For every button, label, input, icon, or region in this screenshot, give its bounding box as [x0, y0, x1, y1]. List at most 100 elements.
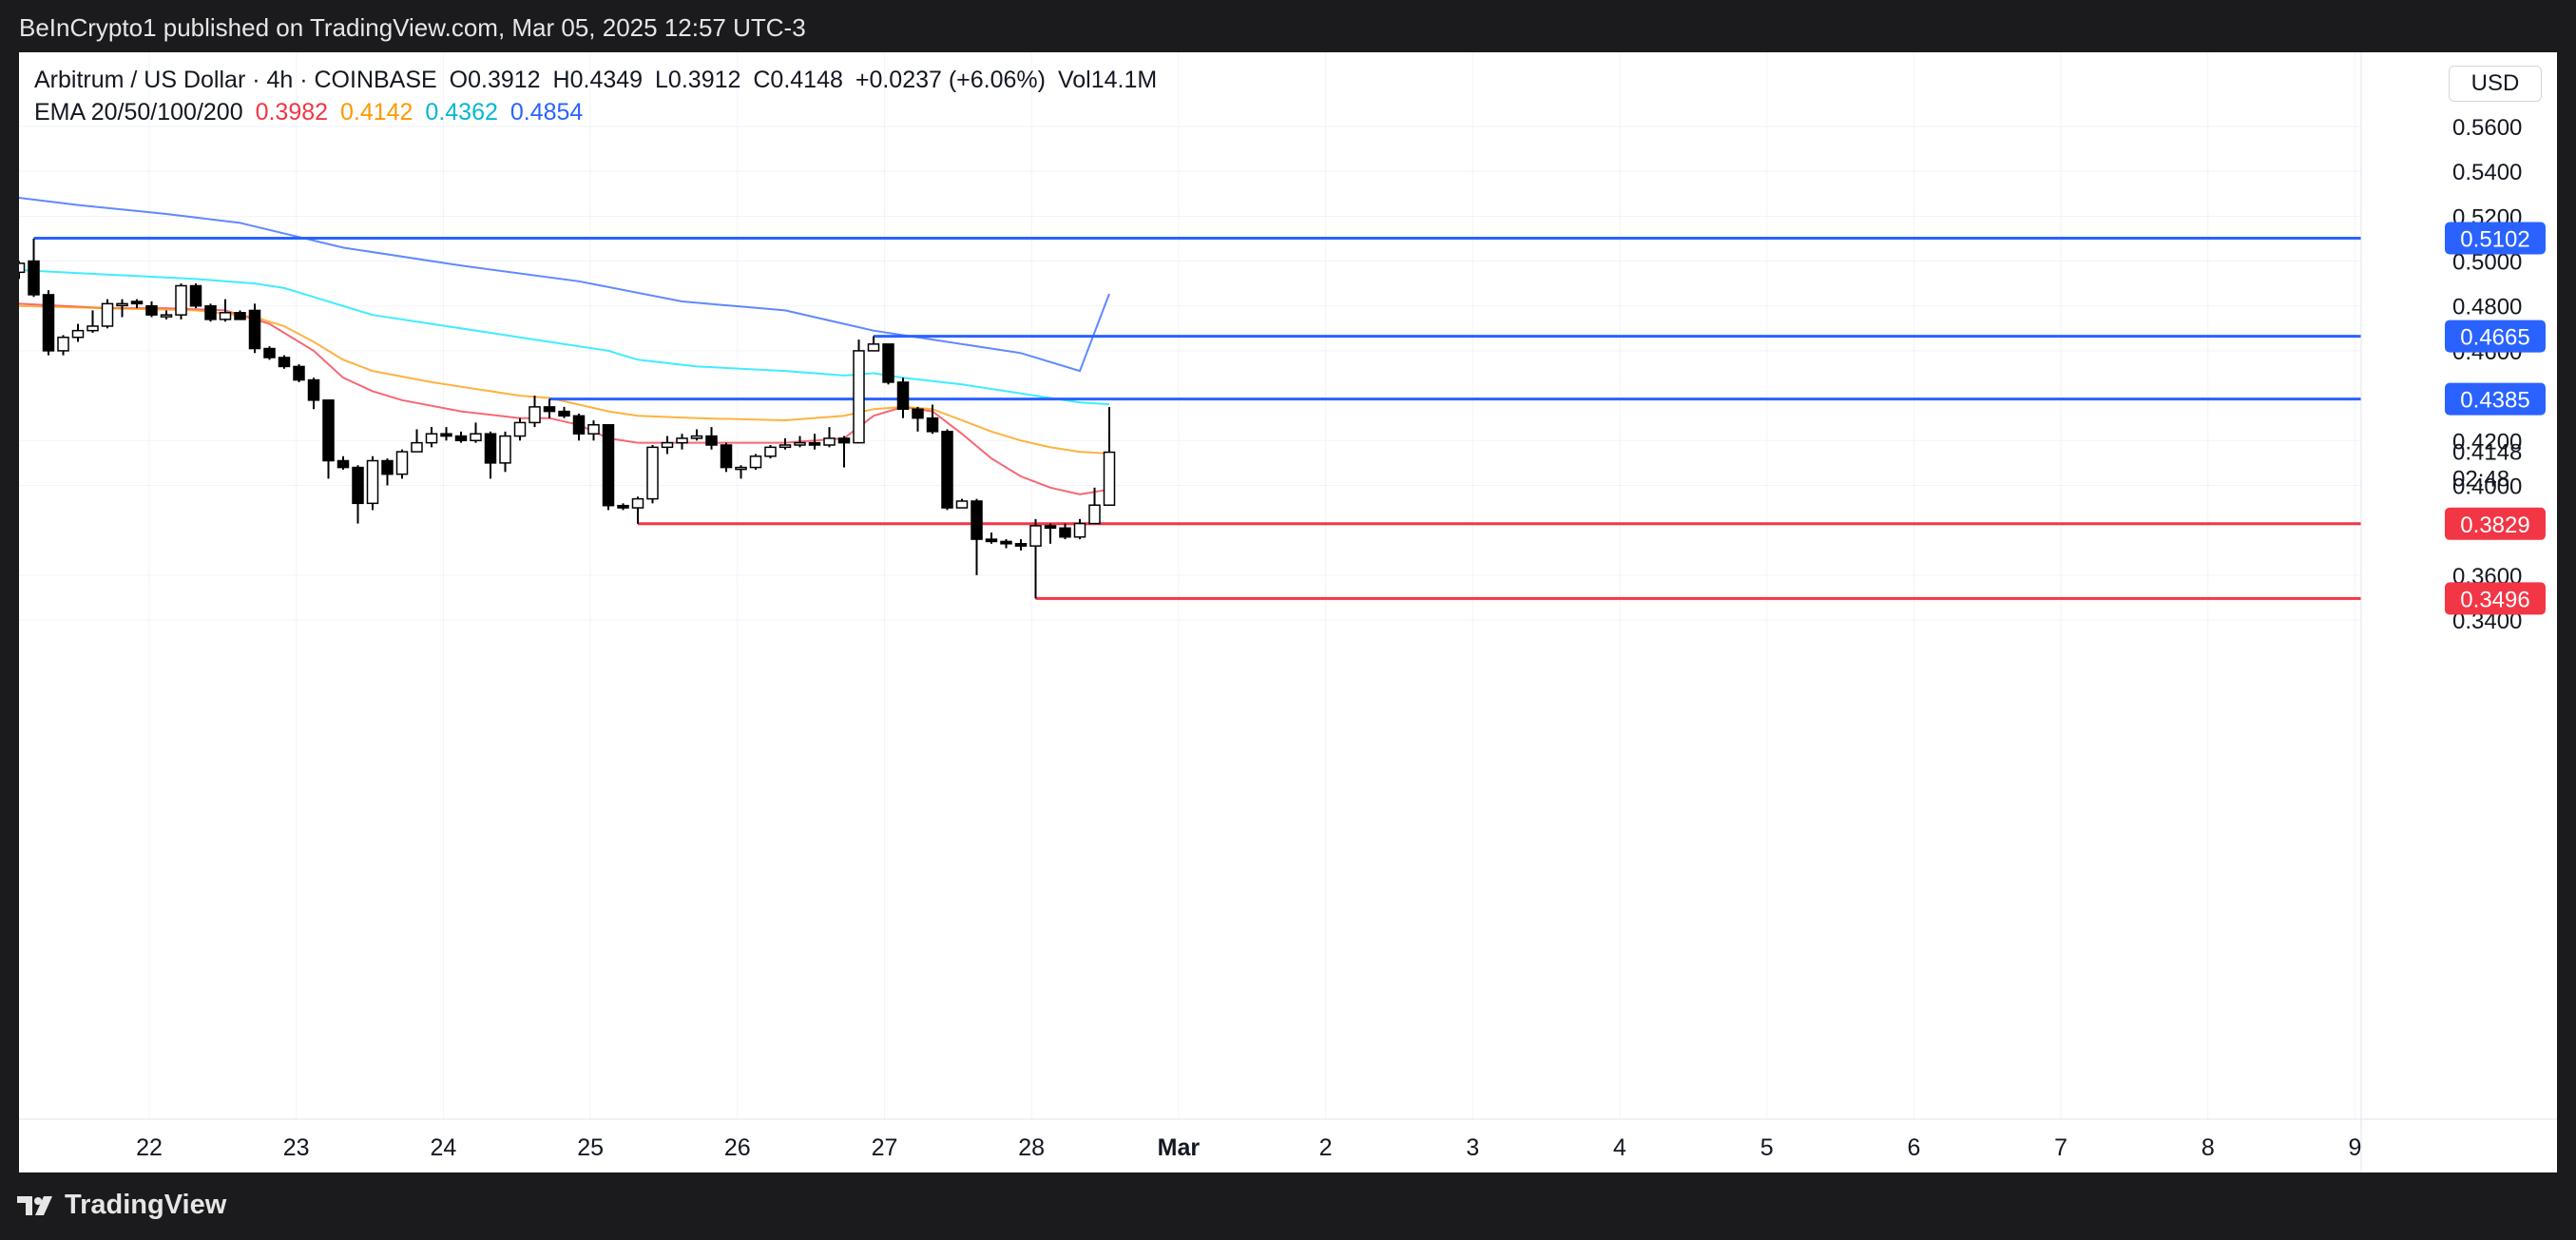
open-value: O0.3912	[449, 67, 541, 93]
y-tick-label: 0.4200	[2452, 429, 2522, 455]
candle-body	[234, 312, 246, 320]
candle-body	[823, 437, 836, 446]
ema-line-ema50	[18, 304, 1110, 455]
candle-body	[617, 504, 629, 509]
support-tag	[2445, 507, 2546, 540]
candle-body	[735, 466, 747, 471]
candle-body	[395, 451, 409, 475]
candle-body	[912, 408, 924, 419]
x-tick-label: 3	[1466, 1134, 1479, 1161]
x-tick-label: 24	[430, 1134, 456, 1161]
y-tick-label: 0.5400	[2452, 160, 2522, 185]
candle-body	[470, 433, 482, 442]
x-tick-label: 22	[136, 1134, 163, 1161]
candle-body	[572, 415, 586, 435]
y-tick-label: 0.5600	[2452, 115, 2522, 141]
y-tick-label: 0.4800	[2452, 295, 2522, 320]
candle-body	[160, 314, 173, 318]
candle-body	[130, 300, 144, 305]
symbol-label: Arbitrum / US Dollar · 4h · COINBASE	[34, 67, 437, 93]
candle-body	[896, 381, 910, 410]
x-tick-label: 26	[724, 1134, 751, 1161]
legend: Arbitrum / US Dollar · 4h · COINBASE O0.…	[34, 64, 1163, 128]
time-axis: 22 23 24 25 26 27 28 Mar 2 3 4 5 6 7 8 9	[19, 1118, 2557, 1161]
candle-body	[87, 325, 99, 332]
candle-body	[293, 365, 305, 381]
candle-body	[71, 329, 85, 339]
candle-body	[558, 410, 570, 417]
candle-body	[352, 466, 364, 505]
brand-name: TradingView	[65, 1190, 227, 1220]
close-value: C0.4148	[753, 67, 843, 93]
level-lines	[33, 236, 2361, 600]
candle-body	[1088, 504, 1101, 525]
change-value: +0.0237 (+6.06%)	[855, 67, 1046, 93]
candle-body	[484, 433, 497, 464]
chart-panel[interactable]: 0.56000.54000.52000.50000.48000.46000.42…	[4, 52, 2557, 1172]
candle-body	[1103, 451, 1116, 506]
candle-body	[28, 260, 40, 296]
publish-info: BeInCrypto1 published on TradingView.com…	[19, 13, 806, 42]
candle-body	[631, 497, 644, 509]
resistance-tag-label: 0.4385	[2460, 388, 2529, 414]
candle-body	[837, 437, 851, 444]
brand: TradingView	[17, 1190, 226, 1221]
candle-body	[985, 538, 998, 543]
countdown-label: 02:48	[2452, 467, 2509, 493]
candle-body	[941, 431, 953, 509]
candle-body	[1044, 525, 1057, 530]
x-tick-label: Mar	[1158, 1134, 1201, 1161]
candles	[12, 238, 1116, 599]
resistance-tag-label: 0.4665	[2460, 325, 2529, 351]
candle-body	[440, 433, 452, 437]
candle-body	[926, 417, 939, 433]
ema50-value: 0.4142	[340, 99, 413, 126]
candle-body	[646, 446, 659, 500]
candle-body	[145, 304, 158, 316]
grid-lines	[19, 52, 2361, 1119]
candle-body	[690, 435, 703, 439]
x-tick-label: 6	[1907, 1134, 1920, 1161]
candle-body	[602, 424, 615, 507]
candle-body	[57, 337, 69, 352]
currency-button[interactable]: USD	[2449, 66, 2542, 102]
price-chart[interactable]: 0.56000.54000.52000.50000.48000.46000.42…	[4, 52, 2557, 1172]
x-tick-label: 27	[872, 1134, 898, 1161]
candle-body	[278, 357, 291, 368]
x-tick-label: 2	[1319, 1134, 1333, 1161]
resistance-tag	[2445, 222, 2546, 255]
resistance-tag	[2445, 382, 2546, 416]
candle-body	[971, 500, 983, 540]
candle-body	[248, 309, 261, 350]
resistance-tag-label: 0.5102	[2460, 226, 2529, 252]
x-tick-label: 8	[2201, 1134, 2215, 1161]
candle-body	[853, 350, 865, 444]
resistance-tag	[2445, 320, 2546, 353]
x-tick-label: 25	[577, 1134, 604, 1161]
candle-body	[499, 435, 511, 464]
candle-body	[882, 343, 894, 383]
candle-body	[1014, 543, 1028, 547]
candle-body	[1000, 540, 1012, 545]
candle-body	[116, 302, 128, 307]
x-tick-label: 4	[1613, 1134, 1626, 1161]
low-value: L0.3912	[655, 67, 741, 93]
candle-body	[12, 262, 26, 274]
ema20-value: 0.3982	[255, 99, 329, 126]
candle-body	[454, 435, 468, 442]
candle-body	[204, 304, 217, 320]
x-tick-label: 23	[283, 1134, 310, 1161]
candle-body	[529, 406, 541, 424]
candle-body	[808, 441, 821, 446]
candle-body	[705, 435, 718, 446]
candle-body	[307, 378, 320, 401]
candle-body	[720, 444, 733, 469]
ema-line-ema200	[4, 195, 1110, 373]
support-tag-label: 0.3496	[2460, 587, 2529, 612]
candle-body	[543, 406, 556, 413]
candle-body	[955, 500, 969, 509]
ema100-value: 0.4362	[425, 99, 498, 126]
candle-body	[779, 444, 792, 449]
candle-body	[867, 343, 880, 352]
ema200-value: 0.4854	[509, 99, 584, 126]
